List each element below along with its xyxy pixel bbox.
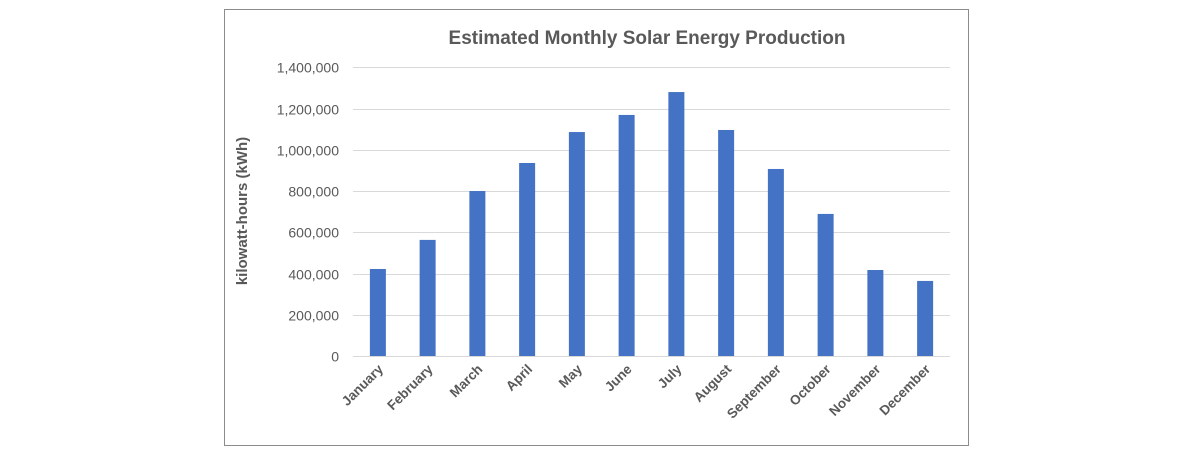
x-tick-label: December bbox=[876, 361, 933, 418]
y-tick-label: 400,000 bbox=[288, 267, 339, 283]
bar-december bbox=[917, 280, 934, 356]
x-tick-label: January bbox=[339, 361, 387, 409]
x-tick-label: June bbox=[602, 361, 635, 394]
chart-frame bbox=[224, 9, 969, 446]
chart-title: Estimated Monthly Solar Energy Productio… bbox=[449, 28, 846, 49]
x-tick-label: May bbox=[556, 361, 586, 391]
y-axis-label: kilowatt-hours (kWh) bbox=[234, 137, 251, 285]
bar-june bbox=[618, 114, 635, 356]
x-tick-label: August bbox=[691, 361, 735, 405]
y-tick-label: 1,400,000 bbox=[277, 60, 339, 76]
y-tick-label: 0 bbox=[331, 349, 339, 365]
y-tick-label: 200,000 bbox=[288, 308, 339, 324]
y-tick-label: 1,200,000 bbox=[277, 102, 339, 118]
x-tick-label: October bbox=[787, 361, 835, 409]
y-tick-label: 1,000,000 bbox=[277, 143, 339, 159]
bar-october bbox=[817, 213, 834, 356]
y-tick-label: 600,000 bbox=[288, 225, 339, 241]
bar-april bbox=[519, 162, 536, 356]
bar-march bbox=[469, 191, 486, 356]
bar-september bbox=[767, 168, 784, 356]
x-tick-label: March bbox=[447, 362, 486, 401]
x-tick-label: April bbox=[503, 362, 535, 394]
x-tick-label: November bbox=[826, 361, 884, 419]
bar-july bbox=[668, 92, 685, 356]
bar-february bbox=[419, 239, 436, 356]
x-tick-label: February bbox=[384, 361, 436, 413]
bar-january bbox=[369, 268, 386, 356]
bar-may bbox=[568, 132, 585, 356]
y-tick-label: 800,000 bbox=[288, 184, 339, 200]
x-tick-label: September bbox=[724, 361, 784, 421]
bar-november bbox=[867, 270, 884, 356]
bar-august bbox=[718, 129, 735, 356]
x-tick-label: July bbox=[655, 361, 685, 391]
